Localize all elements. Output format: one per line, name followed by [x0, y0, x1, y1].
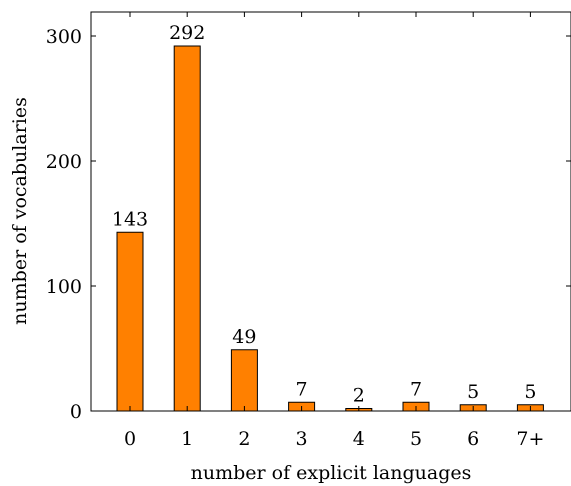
y-tick-label-100: 100	[46, 276, 82, 298]
bar-1	[173, 45, 201, 412]
x-tick-label-7+: 7+	[516, 428, 544, 450]
x-tick-label-5: 5	[410, 428, 422, 450]
bars	[116, 45, 544, 412]
data-label-3: 7	[296, 378, 308, 400]
bar-0	[116, 231, 144, 412]
x-axis-title: number of explicit languages	[191, 462, 472, 484]
data-label-5: 7	[410, 378, 422, 400]
y-axis-ticks: 0 100 200 300	[46, 26, 571, 423]
x-axis-ticks: 0 1 2 3 4 5 6 7+	[124, 12, 544, 450]
x-tick-label-0: 0	[124, 428, 136, 450]
x-tick-label-6: 6	[467, 428, 479, 450]
data-label-6: 5	[467, 381, 479, 403]
data-labels: 143 292 49 7 2 7 5 5	[112, 22, 537, 407]
x-tick-label-2: 2	[238, 428, 250, 450]
y-tick-label-0: 0	[70, 401, 82, 423]
bar-2	[230, 349, 258, 412]
data-label-1: 292	[169, 22, 205, 44]
data-label-4: 2	[353, 385, 365, 407]
data-label-7+: 5	[524, 381, 536, 403]
data-label-2: 49	[232, 326, 256, 348]
x-tick-label-1: 1	[181, 428, 193, 450]
y-tick-label-200: 200	[46, 151, 82, 173]
x-tick-label-3: 3	[296, 428, 308, 450]
plot-frame	[90, 11, 571, 412]
data-label-0: 143	[112, 208, 148, 230]
y-axis-title: number of vocabularies	[9, 97, 31, 325]
y-tick-label-300: 300	[46, 26, 82, 48]
x-tick-label-4: 4	[353, 428, 365, 450]
